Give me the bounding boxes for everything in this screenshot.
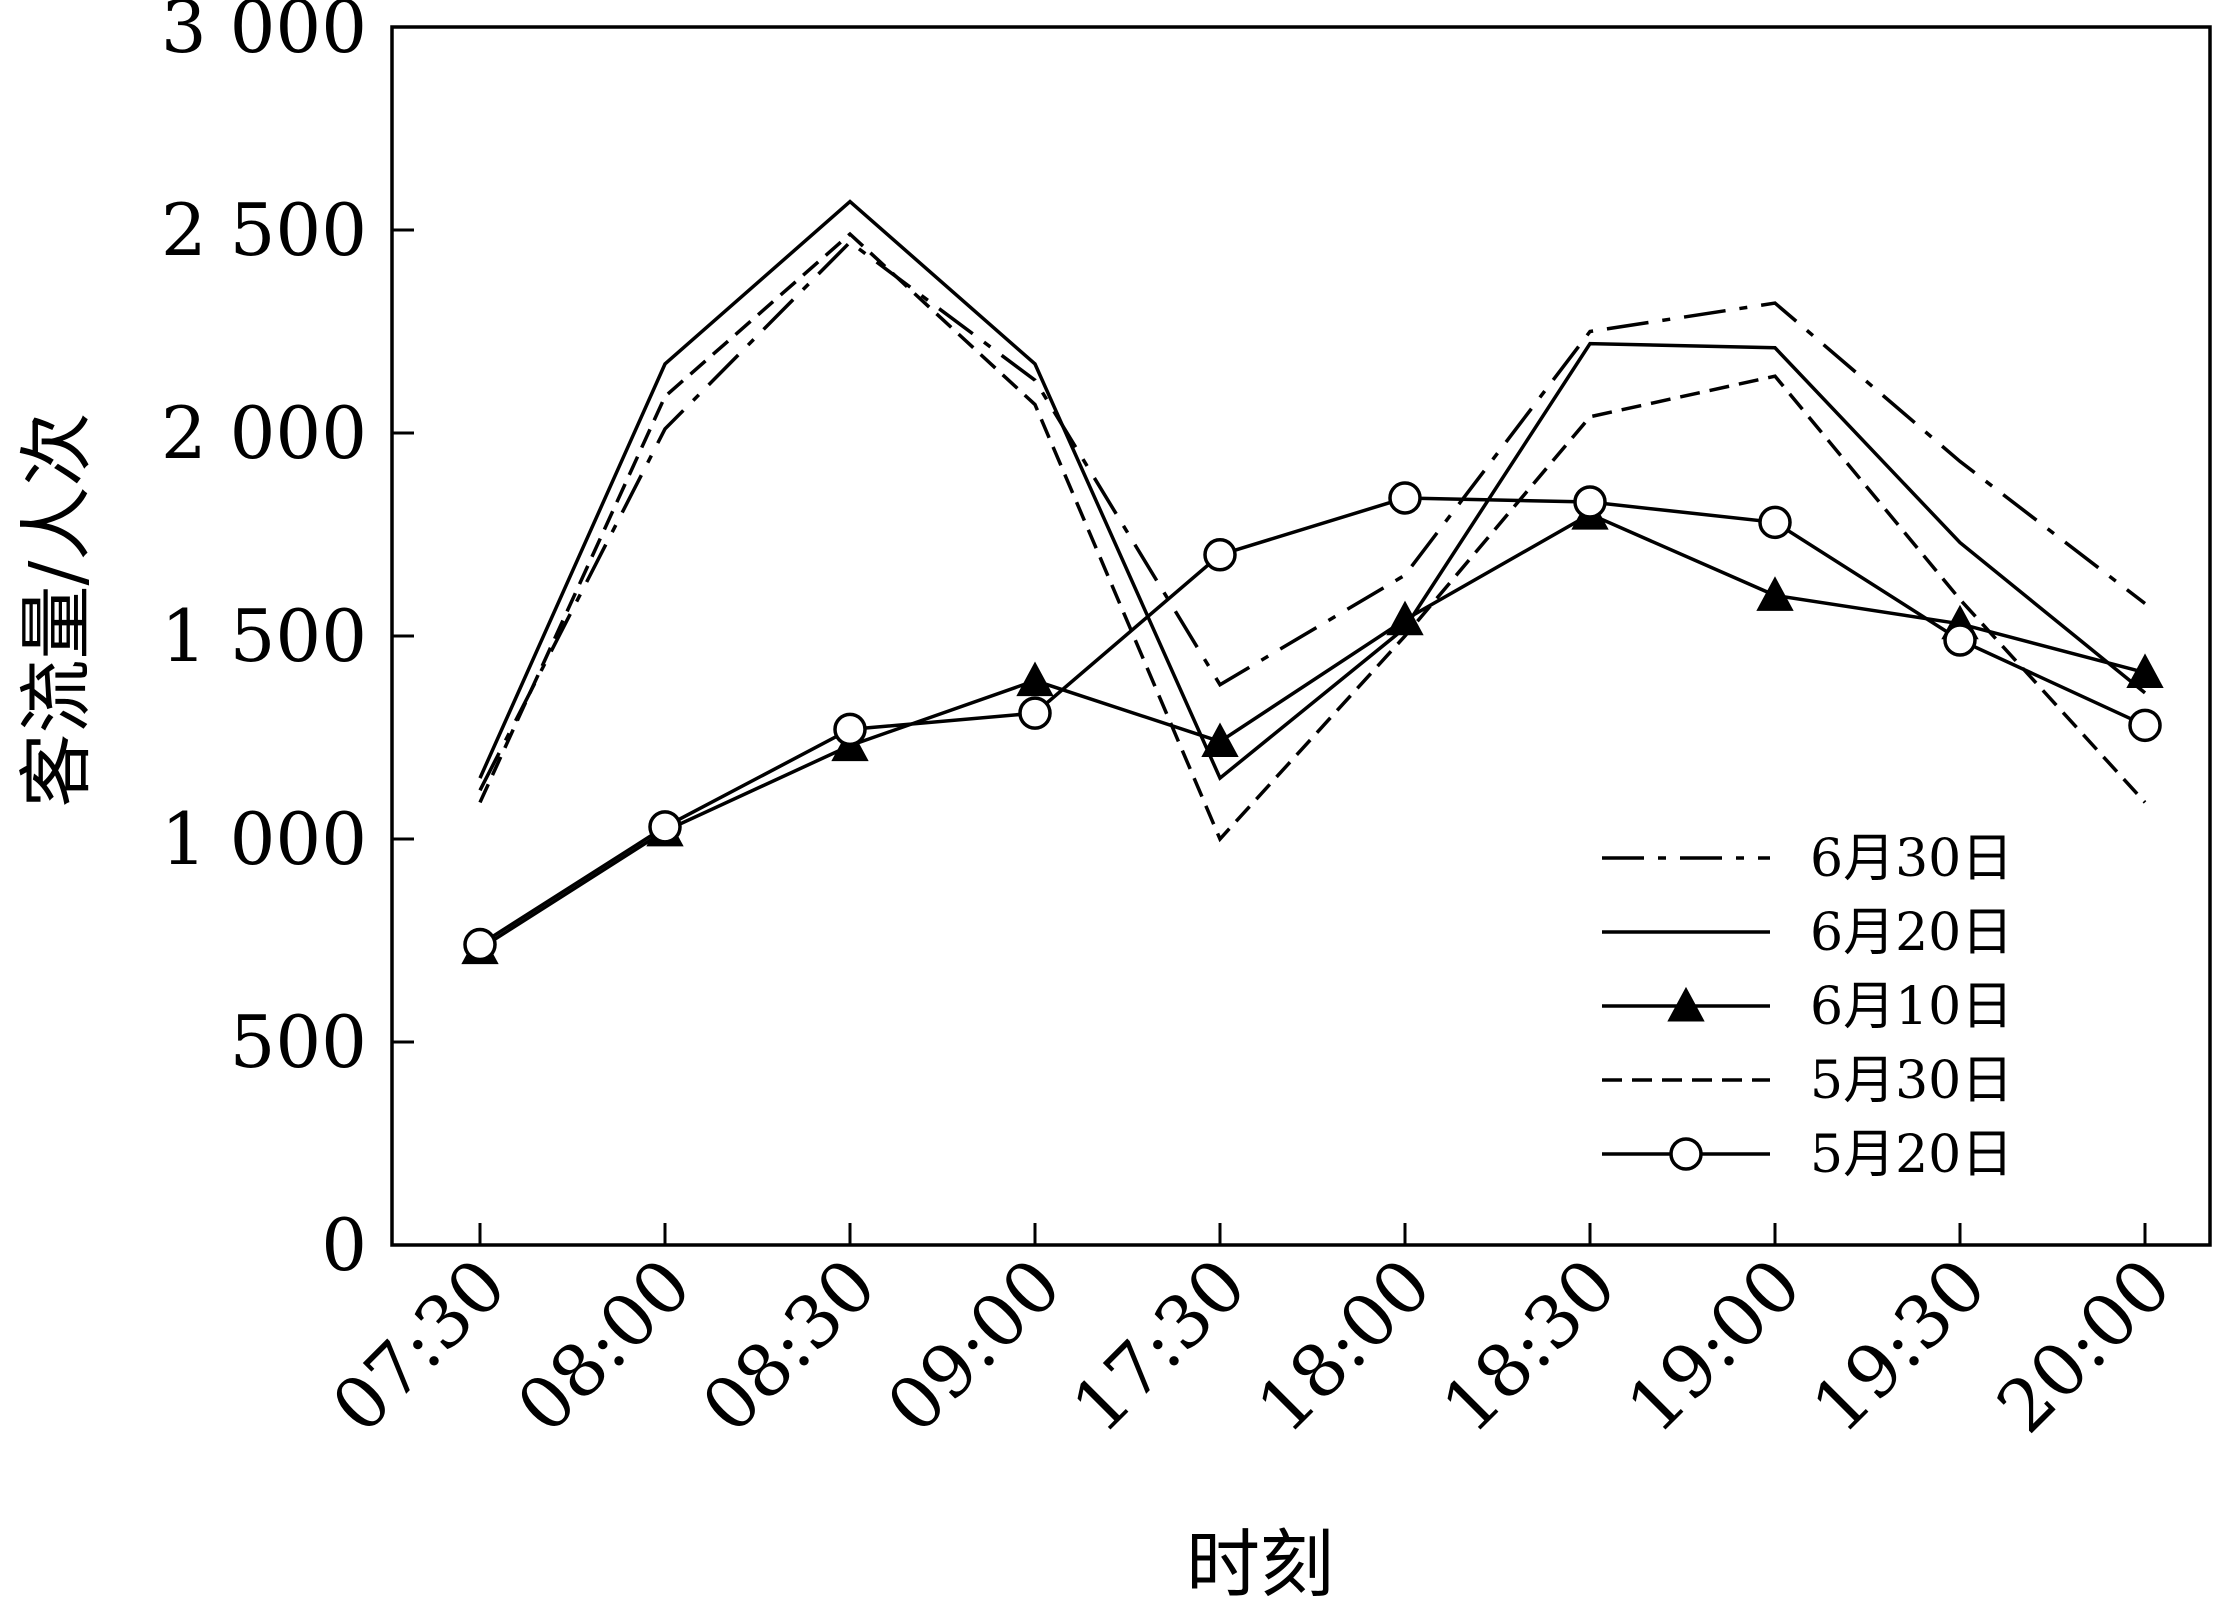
series-line-3 bbox=[479, 512, 2146, 951]
x-tick-label: 20:00 bbox=[1981, 1243, 2187, 1449]
legend-label-5: 5月20日 bbox=[1810, 1125, 2013, 1185]
circle-marker bbox=[1573, 485, 1607, 519]
x-tick-label: 08:00 bbox=[501, 1243, 707, 1449]
triangle-marker bbox=[1016, 661, 1054, 697]
triangle-marker bbox=[1201, 722, 1239, 758]
circle-marker bbox=[833, 712, 867, 747]
series-line-2 bbox=[478, 199, 2147, 781]
legend: 6月30日 6月20日 6月10日 5月30日 5月20日 bbox=[1602, 829, 2013, 1185]
y-tick-label: 1 000 bbox=[161, 797, 367, 881]
y-tick-label: 500 bbox=[230, 1000, 367, 1084]
triangle-marker bbox=[1667, 986, 1705, 1022]
triangle-marker bbox=[2126, 653, 2164, 688]
circle-marker bbox=[2128, 708, 2162, 743]
triangle-marker bbox=[1756, 576, 1794, 611]
circle-marker bbox=[1018, 696, 1052, 730]
legend-label-2: 6月20日 bbox=[1810, 903, 2013, 963]
circle-marker bbox=[1203, 538, 1237, 572]
x-tick-label: 19:00 bbox=[1611, 1243, 1817, 1449]
series-line-4 bbox=[478, 231, 2147, 843]
legend-label-4: 5月30日 bbox=[1810, 1051, 2013, 1111]
x-tick-label: 18:30 bbox=[1426, 1243, 1632, 1449]
circle-marker bbox=[1758, 505, 1792, 540]
circle-marker bbox=[463, 927, 497, 962]
y-tick-label: 0 bbox=[321, 1203, 367, 1287]
y-tick-label: 2 500 bbox=[161, 188, 367, 272]
series-group bbox=[461, 199, 2164, 965]
series-line-5 bbox=[479, 496, 2146, 947]
series-line-1 bbox=[478, 239, 2147, 792]
legend-label-3: 6月10日 bbox=[1810, 977, 2013, 1037]
circle-marker bbox=[1943, 623, 1977, 657]
x-axis-title: 时刻 bbox=[1186, 1522, 1334, 1608]
x-tick-label: 09:00 bbox=[871, 1243, 1077, 1449]
legend-label-1: 6月30日 bbox=[1810, 829, 2013, 889]
circle-marker bbox=[1388, 481, 1422, 515]
x-tick-label: 17:30 bbox=[1056, 1243, 1262, 1449]
y-tick-label: 2 000 bbox=[161, 391, 367, 475]
y-tick-label: 1 500 bbox=[161, 594, 367, 678]
y-axis-title: 客流量/人次 bbox=[14, 413, 100, 808]
circle-marker bbox=[1669, 1137, 1703, 1171]
x-tick-label: 08:30 bbox=[686, 1243, 892, 1449]
x-tick-label: 19:30 bbox=[1796, 1243, 2002, 1449]
circle-marker bbox=[648, 810, 682, 844]
x-tick-label: 18:00 bbox=[1241, 1243, 1447, 1449]
y-tick-label: 3 000 bbox=[161, 0, 367, 69]
